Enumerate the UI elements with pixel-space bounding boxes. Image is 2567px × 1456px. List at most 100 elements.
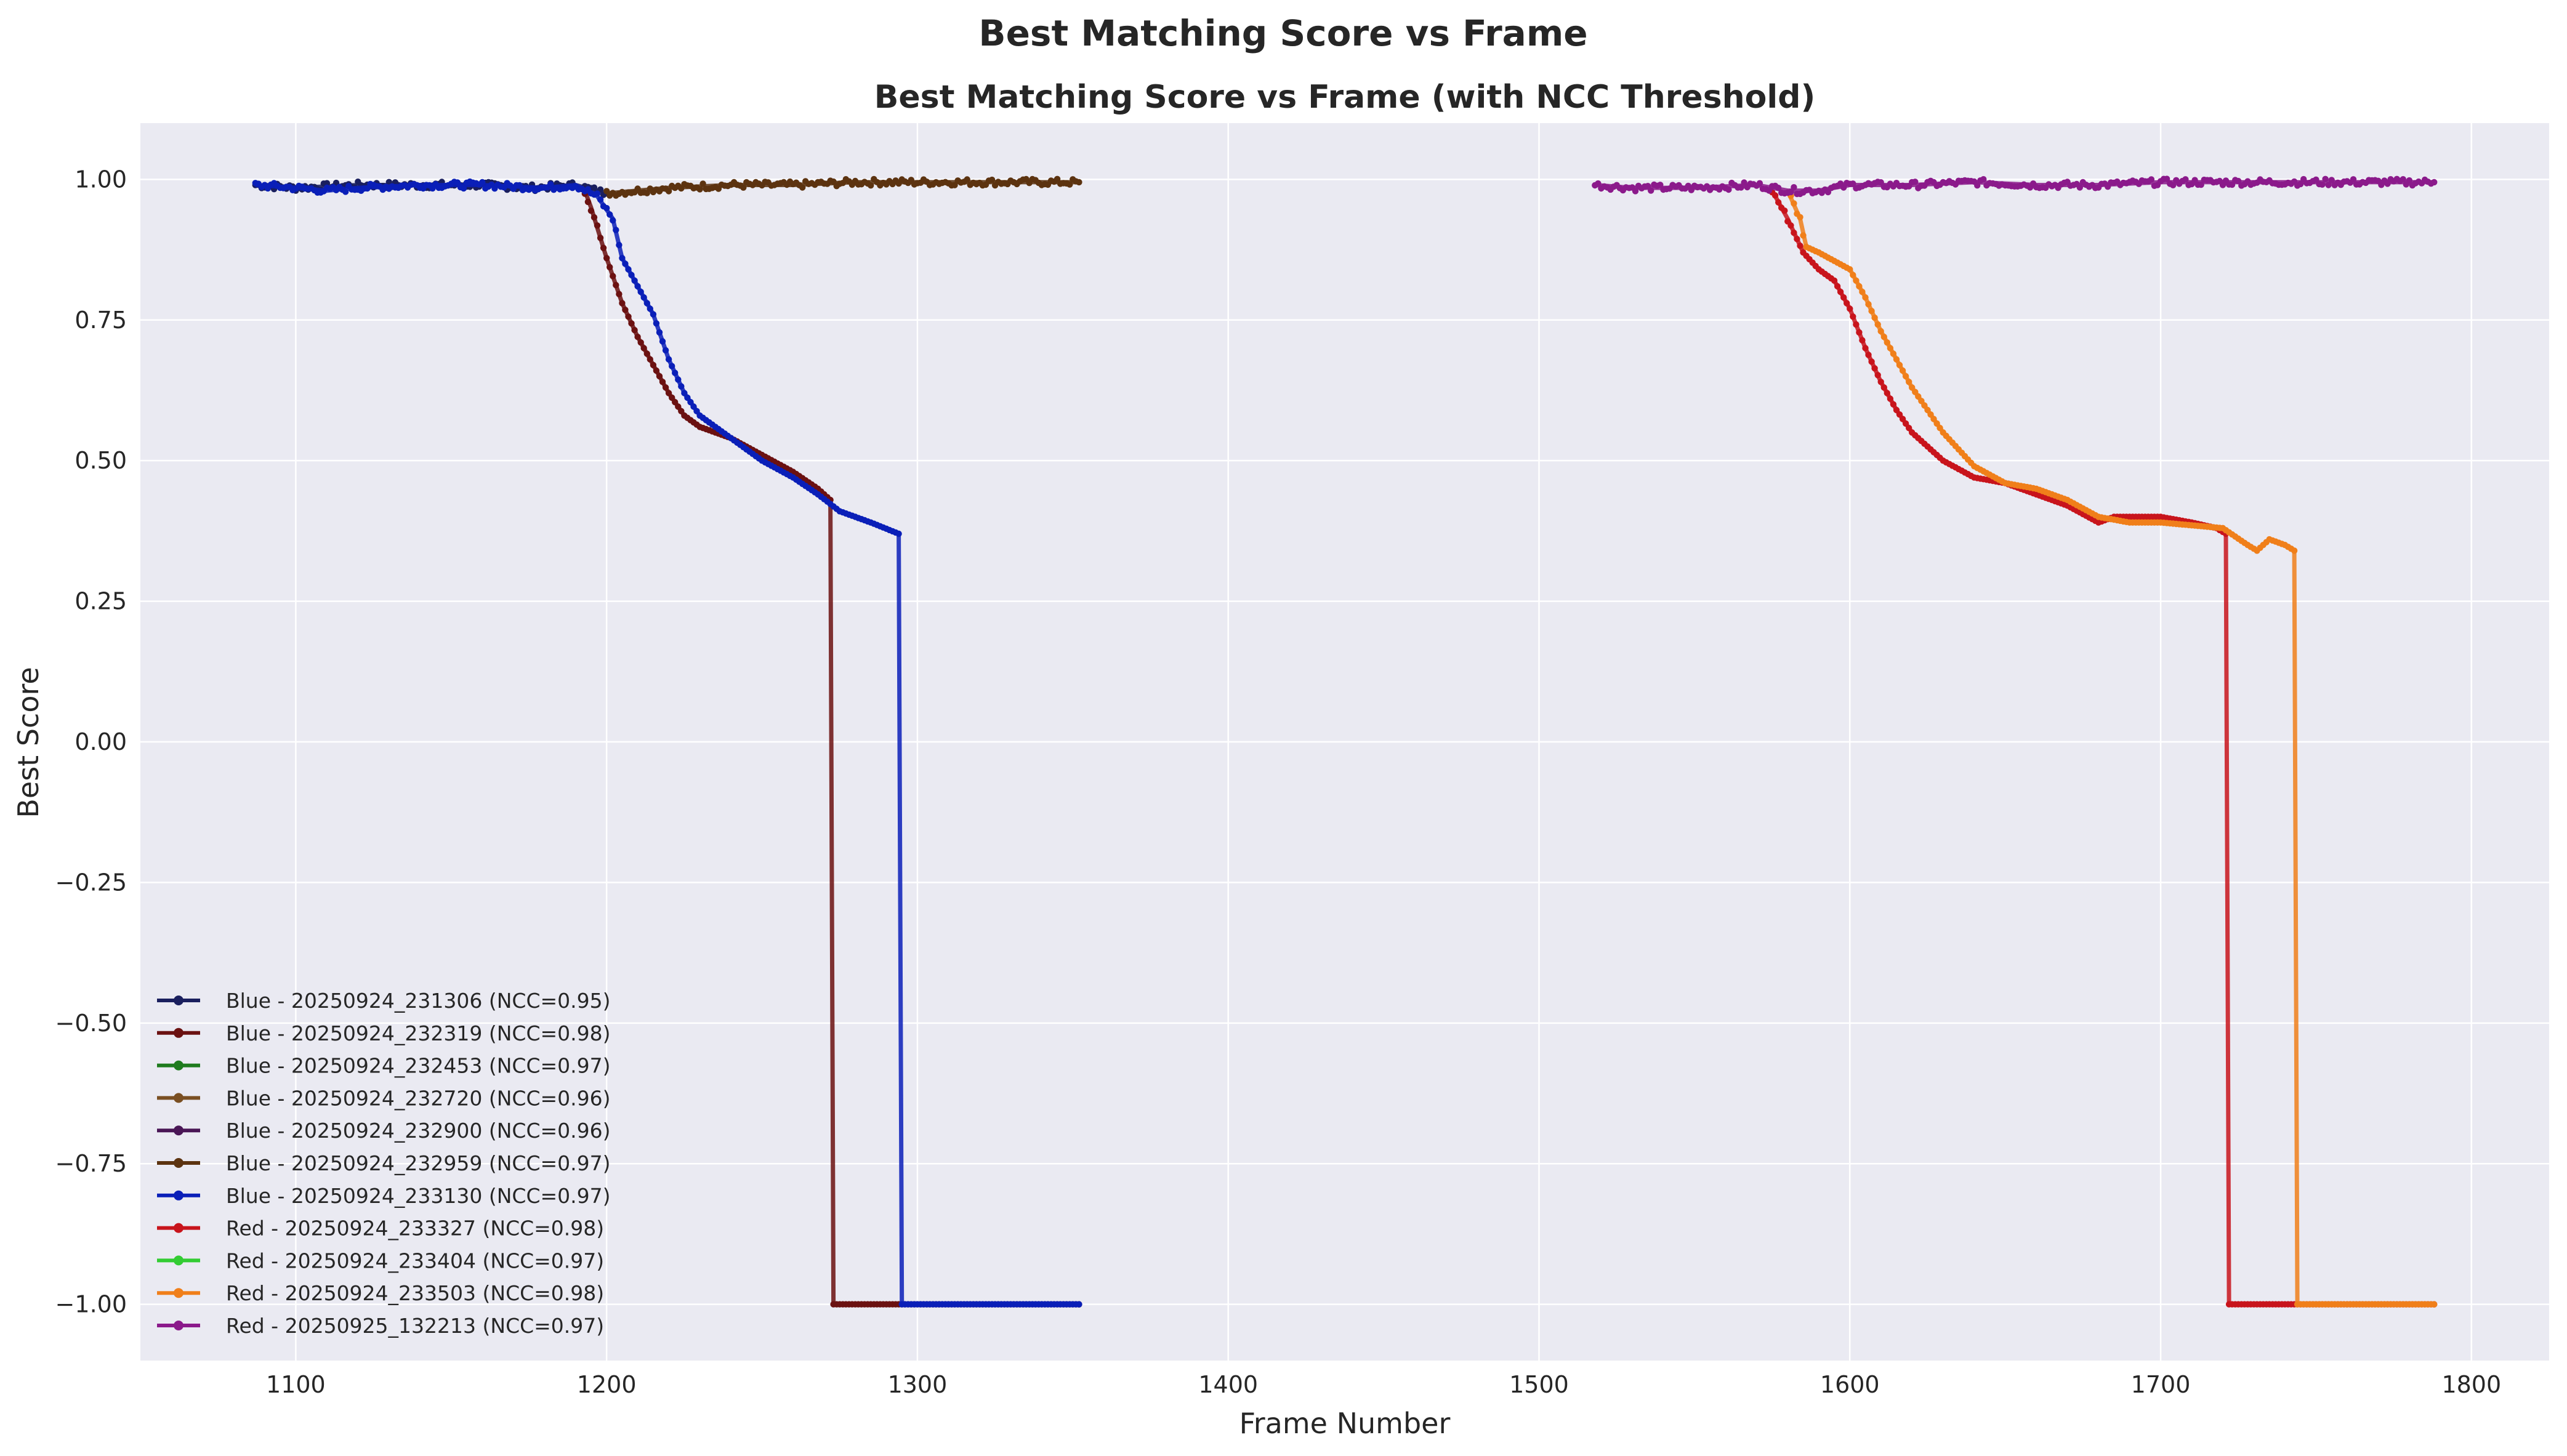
data-point: [662, 384, 669, 391]
data-point: [637, 288, 644, 296]
data-point: [672, 399, 679, 406]
data-point: [650, 361, 657, 369]
legend-swatch-marker: [174, 1288, 183, 1298]
data-point: [2235, 177, 2242, 185]
data-point: [1921, 402, 1928, 409]
data-point: [1831, 277, 1838, 284]
y-tick-label: −0.50: [55, 1010, 127, 1037]
data-point: [1880, 384, 1887, 391]
data-point: [1871, 365, 1878, 372]
data-point: [1791, 184, 1797, 191]
data-point: [1771, 192, 1779, 199]
y-tick-label: 0.75: [75, 307, 127, 334]
data-point: [590, 184, 598, 191]
legend-label: Red - 20250924_233404 (NCC=0.97): [226, 1249, 604, 1273]
legend-label: Blue - 20250924_233130 (NCC=0.97): [226, 1184, 611, 1208]
data-point: [2313, 176, 2319, 183]
data-point: [1645, 183, 1651, 190]
data-point: [587, 207, 595, 214]
data-point: [2350, 176, 2357, 183]
data-point: [625, 266, 632, 273]
legend-swatch-marker: [174, 1060, 183, 1071]
data-point: [1648, 187, 1654, 194]
data-point: [1856, 283, 1863, 290]
data-point: [690, 403, 697, 410]
data-point: [1887, 395, 1894, 402]
data-point: [1884, 339, 1890, 346]
data-point: [1893, 356, 1900, 363]
data-point: [1840, 184, 1847, 191]
data-point: [681, 390, 688, 396]
data-point: [1775, 199, 1782, 206]
data-point: [2325, 182, 2332, 188]
data-point: [675, 403, 682, 410]
data-point: [1936, 425, 1943, 432]
data-point: [1797, 243, 1803, 249]
data-point: [678, 408, 685, 414]
data-point: [1775, 185, 1782, 191]
data-point: [1844, 300, 1850, 307]
legend-label: Red - 20250924_233503 (NCC=0.98): [226, 1281, 604, 1305]
chart-title: Best Matching Score vs Frame (with NCC T…: [874, 79, 1815, 116]
legend-label: Blue - 20250924_232959 (NCC=0.97): [226, 1151, 611, 1175]
data-point: [1853, 321, 1860, 328]
y-tick-label: 1.00: [75, 166, 127, 193]
data-point: [693, 408, 700, 414]
data-point: [1915, 393, 1922, 400]
data-point: [2076, 184, 2083, 191]
legend: Blue - 20250924_231306 (NCC=0.95) Blue - …: [157, 989, 611, 1338]
legend-swatch-marker: [174, 1190, 183, 1201]
data-point: [665, 356, 672, 363]
data-point: [1880, 334, 1887, 340]
data-point: [619, 300, 626, 307]
data-point: [2322, 175, 2329, 182]
data-point: [1862, 294, 1869, 301]
data-point: [1850, 180, 1856, 187]
series-5: [603, 175, 1082, 199]
data-point: [647, 356, 654, 363]
data-point: [1893, 406, 1900, 414]
data-point: [1877, 379, 1884, 385]
legend-swatch-marker: [174, 1158, 183, 1168]
data-point: [616, 241, 623, 249]
data-point: [659, 338, 666, 345]
data-point: [1862, 345, 1869, 352]
data-point: [2328, 177, 2335, 183]
x-tick-label: 1400: [1198, 1371, 1258, 1398]
data-point: [1853, 277, 1860, 284]
data-point: [584, 198, 592, 206]
y-axis-label: Best Score: [12, 667, 45, 818]
data-point: [1899, 367, 1906, 374]
legend-swatch-marker: [174, 1093, 183, 1103]
data-point: [1847, 305, 1853, 312]
data-point: [1871, 314, 1878, 321]
data-point: [643, 190, 651, 196]
data-point: [1787, 188, 1794, 196]
data-point: [634, 283, 641, 290]
data-point: [2170, 182, 2177, 188]
data-point: [613, 281, 619, 289]
data-point: [1874, 372, 1881, 379]
data-point: [2406, 177, 2413, 184]
x-axis-label: Frame Number: [1239, 1407, 1451, 1440]
data-point: [1738, 184, 1744, 191]
legend-swatch-marker: [174, 1255, 183, 1266]
data-point: [610, 217, 616, 224]
figure-suptitle: Best Matching Score vs Frame: [978, 12, 1587, 54]
legend-label: Red - 20250924_233327 (NCC=0.98): [226, 1217, 604, 1241]
data-point: [665, 390, 672, 396]
data-point: [1906, 379, 1912, 385]
data-point: [594, 190, 601, 197]
data-point: [895, 530, 902, 537]
x-tick-label: 1600: [1820, 1371, 1880, 1398]
data-point: [1076, 1301, 1082, 1308]
data-point: [1840, 294, 1847, 301]
data-point: [1787, 222, 1794, 229]
data-point: [454, 179, 461, 186]
legend-swatch-marker: [174, 1028, 183, 1038]
data-point: [1930, 416, 1937, 422]
data-point: [1933, 420, 1940, 427]
data-point: [1595, 180, 1602, 187]
data-point: [908, 177, 915, 183]
data-point: [1874, 321, 1881, 328]
